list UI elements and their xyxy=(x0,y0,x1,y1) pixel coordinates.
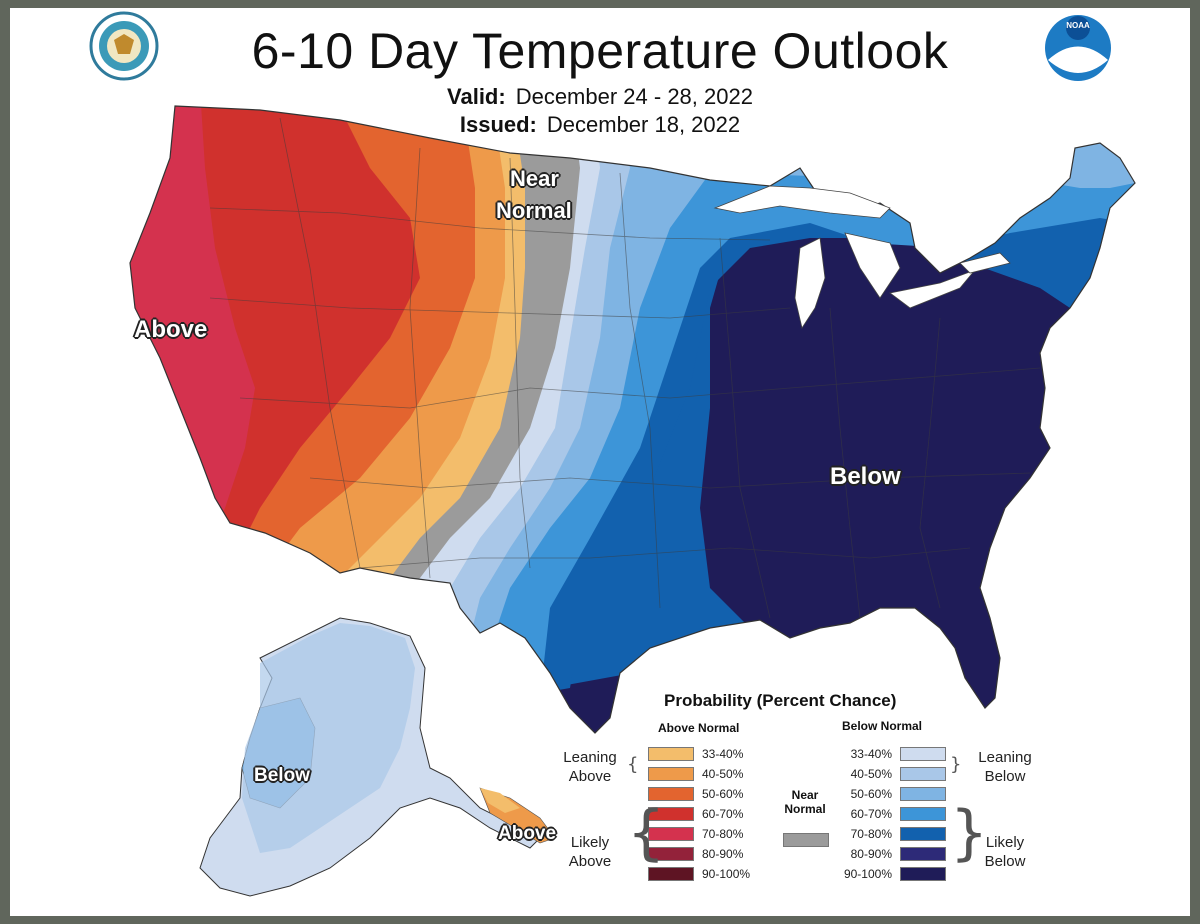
legend-likely-below-2: Below xyxy=(984,853,1026,870)
region-label-near-1: Near xyxy=(510,166,559,191)
issued-label: Issued: xyxy=(459,112,537,137)
noaa-logo xyxy=(1045,15,1111,81)
region-label-above-alaska: Above xyxy=(498,823,557,844)
alaska xyxy=(199,617,556,897)
legend-above-bin-label: 90-100% xyxy=(702,867,751,881)
conus-outline xyxy=(129,105,1136,734)
legend-below-bin-row: 40-50% xyxy=(840,765,946,783)
legend-below-bin-label: 33-40% xyxy=(850,747,892,761)
doc-seal-logo xyxy=(89,11,159,81)
legend-above-bin-label: 33-40% xyxy=(702,747,744,761)
legend-above-bin-label: 60-70% xyxy=(702,807,744,821)
valid-line: Valid: December 24 - 28, 2022 xyxy=(10,84,1190,110)
state-boundaries xyxy=(209,117,1041,619)
brace-leaning-above: { xyxy=(627,754,639,775)
legend-above-bin-row: 40-50% xyxy=(648,765,754,783)
legend-below-bin-label: 70-80% xyxy=(850,827,892,841)
legend-above-bin-swatch xyxy=(648,747,694,761)
legend-likely-below: Likely Below xyxy=(970,833,1040,871)
legend-near-1: Near xyxy=(791,788,819,802)
legend-below-bin-label: 90-100% xyxy=(843,867,892,881)
legend-below-bin-row: 50-60% xyxy=(840,785,946,803)
valid-label: Valid: xyxy=(447,84,506,109)
legend-below-bin-swatch xyxy=(900,867,946,881)
legend-above-header: Above Normal xyxy=(658,721,740,735)
legend-above-bin-row: 33-40% xyxy=(648,745,754,763)
legend-likely-above-2: Above xyxy=(568,853,612,870)
legend-below-bin-row: 70-80% xyxy=(840,825,946,843)
brace-likely-below: } xyxy=(950,798,989,868)
legend-above-bin-swatch xyxy=(648,787,694,801)
legend-below-bin-swatch xyxy=(900,767,946,781)
legend-above-bin-label: 40-50% xyxy=(702,767,744,781)
map-title: 6-10 Day Temperature Outlook xyxy=(251,23,949,79)
legend-below-header: Below Normal xyxy=(842,719,923,733)
legend-above-bin-swatch xyxy=(648,847,694,861)
legend-likely-above: Likely Above xyxy=(555,833,625,871)
legend-above-bin-swatch xyxy=(648,867,694,881)
noaa-logo-text: NOAA xyxy=(1066,21,1090,30)
legend-above-bin-label: 80-90% xyxy=(702,847,744,861)
legend-below-bin-row: 33-40% xyxy=(840,745,946,763)
legend-near-2: Normal xyxy=(784,802,826,816)
outlook-map-page: NOAA 6-10 Day Temperature Outlook Valid:… xyxy=(10,8,1190,916)
legend-below-bin-row: 90-100% xyxy=(840,865,946,883)
legend-above-bin-row: 70-80% xyxy=(648,825,754,843)
issued-value: December 18, 2022 xyxy=(546,112,741,137)
region-label-near-2: Normal xyxy=(496,198,572,223)
legend-above-bin-swatch xyxy=(648,827,694,841)
legend-leaning-above-1: Leaning xyxy=(563,749,617,766)
legend-above-bin-swatch xyxy=(648,807,694,821)
legend-below-bin-row: 60-70% xyxy=(840,805,946,823)
legend-above-bin-label: 70-80% xyxy=(702,827,744,841)
legend-above-bin-row: 60-70% xyxy=(648,805,754,823)
legend-near-normal-swatch xyxy=(783,833,829,847)
legend-above-bin-swatch xyxy=(648,767,694,781)
brace-leaning-below: } xyxy=(950,754,962,775)
legend-below-bin-row: 80-90% xyxy=(840,845,946,863)
legend-leaning-above: Leaning Above xyxy=(555,748,625,786)
legend-below-bin-swatch xyxy=(900,827,946,841)
legend-below-bin-swatch xyxy=(900,787,946,801)
legend-below-bin-swatch xyxy=(900,747,946,761)
legend-leaning-below: Leaning Below xyxy=(970,748,1040,786)
legend-below-bin-label: 60-70% xyxy=(850,807,892,821)
legend-above-bin-label: 50-60% xyxy=(702,787,744,801)
legend-leaning-below-1: Leaning xyxy=(978,749,1032,766)
brace-likely-above: { xyxy=(627,798,666,868)
legend-below-bin-label: 80-90% xyxy=(850,847,892,861)
outlook-map xyxy=(89,11,1136,897)
legend-leaning-below-2: Below xyxy=(984,768,1026,785)
region-label-below-east: Below xyxy=(830,463,901,490)
legend-near-normal-label: Near Normal xyxy=(782,788,828,816)
legend-below-bin-swatch xyxy=(900,847,946,861)
legend-below-bin-swatch xyxy=(900,807,946,821)
legend-likely-above-1: Likely xyxy=(570,834,610,851)
great-lakes xyxy=(713,185,1011,330)
legend-above-bin-row: 90-100% xyxy=(648,865,754,883)
valid-value: December 24 - 28, 2022 xyxy=(515,84,753,109)
region-label-below-alaska: Below xyxy=(254,765,310,786)
issued-line: Issued: December 18, 2022 xyxy=(10,112,1190,138)
legend-above-bin-row: 80-90% xyxy=(648,845,754,863)
legend-title: Probability (Percent Chance) xyxy=(664,691,897,710)
legend-below-bin-label: 50-60% xyxy=(850,787,892,801)
legend-leaning-above-2: Above xyxy=(568,768,612,785)
legend-likely-below-1: Likely xyxy=(985,834,1025,851)
legend-above-bin-row: 50-60% xyxy=(648,785,754,803)
region-label-above: Above xyxy=(134,316,208,343)
legend-below-bin-label: 40-50% xyxy=(850,767,892,781)
